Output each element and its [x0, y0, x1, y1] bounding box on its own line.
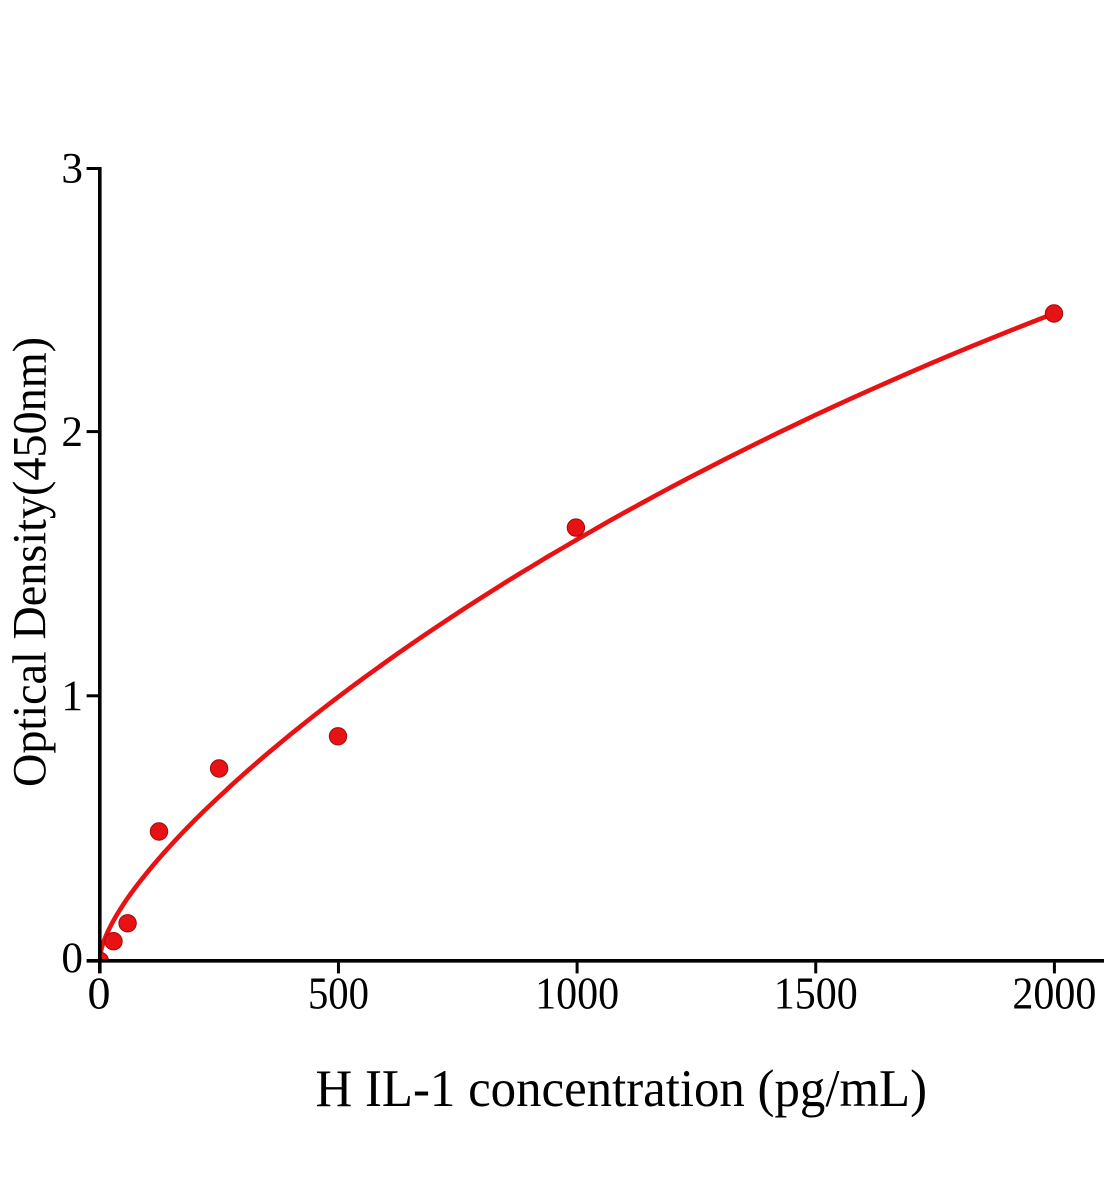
svg-text:3: 3 [61, 146, 83, 193]
svg-text:2000: 2000 [1012, 968, 1096, 1019]
svg-text:1: 1 [61, 673, 83, 720]
svg-text:500: 500 [308, 968, 369, 1019]
svg-text:0: 0 [88, 968, 111, 1019]
svg-text:Optical Density(450nm): Optical Density(450nm) [4, 337, 57, 787]
svg-text:1500: 1500 [774, 968, 858, 1019]
svg-text:2: 2 [61, 409, 83, 456]
svg-text:0: 0 [61, 935, 83, 982]
svg-text:1000: 1000 [535, 968, 619, 1019]
svg-text:H IL-1 concentration (pg/mL): H IL-1 concentration (pg/mL) [316, 1060, 928, 1118]
